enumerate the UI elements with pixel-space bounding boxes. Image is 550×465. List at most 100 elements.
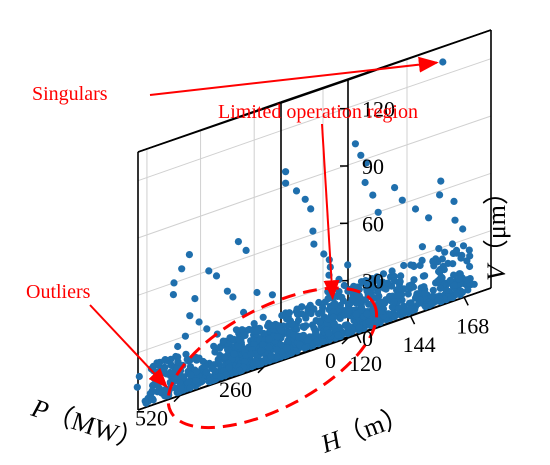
y-tick-mark xyxy=(409,315,416,325)
data-point xyxy=(288,320,296,328)
x-tick-label: 260 xyxy=(219,377,252,402)
data-point xyxy=(463,276,471,284)
data-point xyxy=(184,357,192,365)
data-point xyxy=(273,352,281,361)
data-point xyxy=(268,322,276,330)
data-point xyxy=(230,335,238,343)
data-point xyxy=(357,151,365,159)
annotation-arrow xyxy=(321,123,340,301)
data-point xyxy=(273,346,281,354)
data-point xyxy=(418,243,426,251)
data-point xyxy=(211,367,219,375)
data-point xyxy=(224,346,232,354)
z-tick-label: 90 xyxy=(362,154,384,179)
data-point xyxy=(320,250,328,258)
annotation-arrow xyxy=(149,56,439,96)
annotation-arrow xyxy=(89,304,169,389)
data-point xyxy=(169,291,177,299)
data-point xyxy=(449,260,457,268)
grid-line xyxy=(280,58,492,132)
data-point xyxy=(195,318,203,326)
data-point xyxy=(352,310,360,318)
data-point xyxy=(223,287,231,295)
data-point xyxy=(335,275,343,283)
data-point xyxy=(391,184,399,192)
data-point xyxy=(217,373,225,381)
data-point xyxy=(316,318,324,326)
data-point xyxy=(192,368,201,376)
x-axis-label: P（MW） xyxy=(27,393,147,457)
data-point xyxy=(348,295,356,303)
y-tick-label: 120 xyxy=(349,351,382,376)
data-point xyxy=(458,288,467,296)
data-point xyxy=(421,303,430,311)
grid-line xyxy=(137,130,282,182)
region-ellipse-group xyxy=(166,286,379,430)
annotations: Singulars Limited operation region Outlier… xyxy=(26,56,439,389)
data-point xyxy=(212,272,221,280)
data-point xyxy=(283,338,292,346)
data-point xyxy=(394,291,402,300)
data-point xyxy=(324,315,332,323)
data-point xyxy=(425,214,433,222)
data-point xyxy=(267,352,275,360)
data-point xyxy=(259,313,267,321)
data-point xyxy=(450,271,458,279)
data-point xyxy=(235,366,244,375)
data-point xyxy=(390,298,398,306)
data-point xyxy=(362,159,370,167)
axis-labels: V（μm） P（MW） H（m） xyxy=(27,179,511,459)
data-point xyxy=(459,225,467,233)
data-point xyxy=(398,196,406,204)
data-point xyxy=(435,245,443,253)
data-point xyxy=(451,216,459,224)
data-point xyxy=(161,356,169,364)
data-point xyxy=(206,377,214,385)
data-point xyxy=(277,327,285,335)
data-point xyxy=(463,257,471,265)
data-point xyxy=(319,338,327,346)
y-tick-label: 168 xyxy=(456,313,489,338)
data-point xyxy=(438,255,446,263)
data-point xyxy=(170,279,178,287)
data-point xyxy=(268,291,276,299)
data-point xyxy=(374,208,382,216)
data-point xyxy=(437,177,445,185)
data-point xyxy=(377,307,385,315)
data-point xyxy=(247,350,255,359)
data-point xyxy=(406,282,415,290)
data-point xyxy=(399,308,407,316)
data-point xyxy=(313,337,321,345)
x-tick-label: 0 xyxy=(325,348,336,373)
frame-edge xyxy=(137,79,349,153)
data-point xyxy=(388,267,396,275)
data-point xyxy=(416,261,424,269)
data-point xyxy=(230,350,238,358)
data-point xyxy=(466,262,474,271)
y-axis-unit: （m） xyxy=(335,400,413,452)
data-point xyxy=(285,309,293,317)
data-point xyxy=(253,360,261,368)
data-point xyxy=(288,349,296,357)
data-point xyxy=(442,287,450,295)
grid-line xyxy=(137,187,282,239)
z-tick-label: 60 xyxy=(362,211,384,236)
data-point xyxy=(321,298,329,306)
data-point xyxy=(459,242,468,250)
grid-line xyxy=(280,115,492,189)
data-point xyxy=(135,372,143,381)
data-point xyxy=(457,254,465,262)
data-point xyxy=(307,205,315,213)
data-point xyxy=(364,280,372,288)
data-point xyxy=(455,275,463,283)
axis-frame xyxy=(137,29,492,411)
data-point xyxy=(298,303,306,311)
data-point xyxy=(344,261,352,269)
y-tick-mark xyxy=(463,297,469,306)
data-point xyxy=(355,324,363,332)
y-tick-mark xyxy=(356,334,362,344)
data-point xyxy=(351,140,359,148)
data-point xyxy=(301,195,309,203)
data-point xyxy=(219,337,227,345)
data-point xyxy=(329,313,338,321)
